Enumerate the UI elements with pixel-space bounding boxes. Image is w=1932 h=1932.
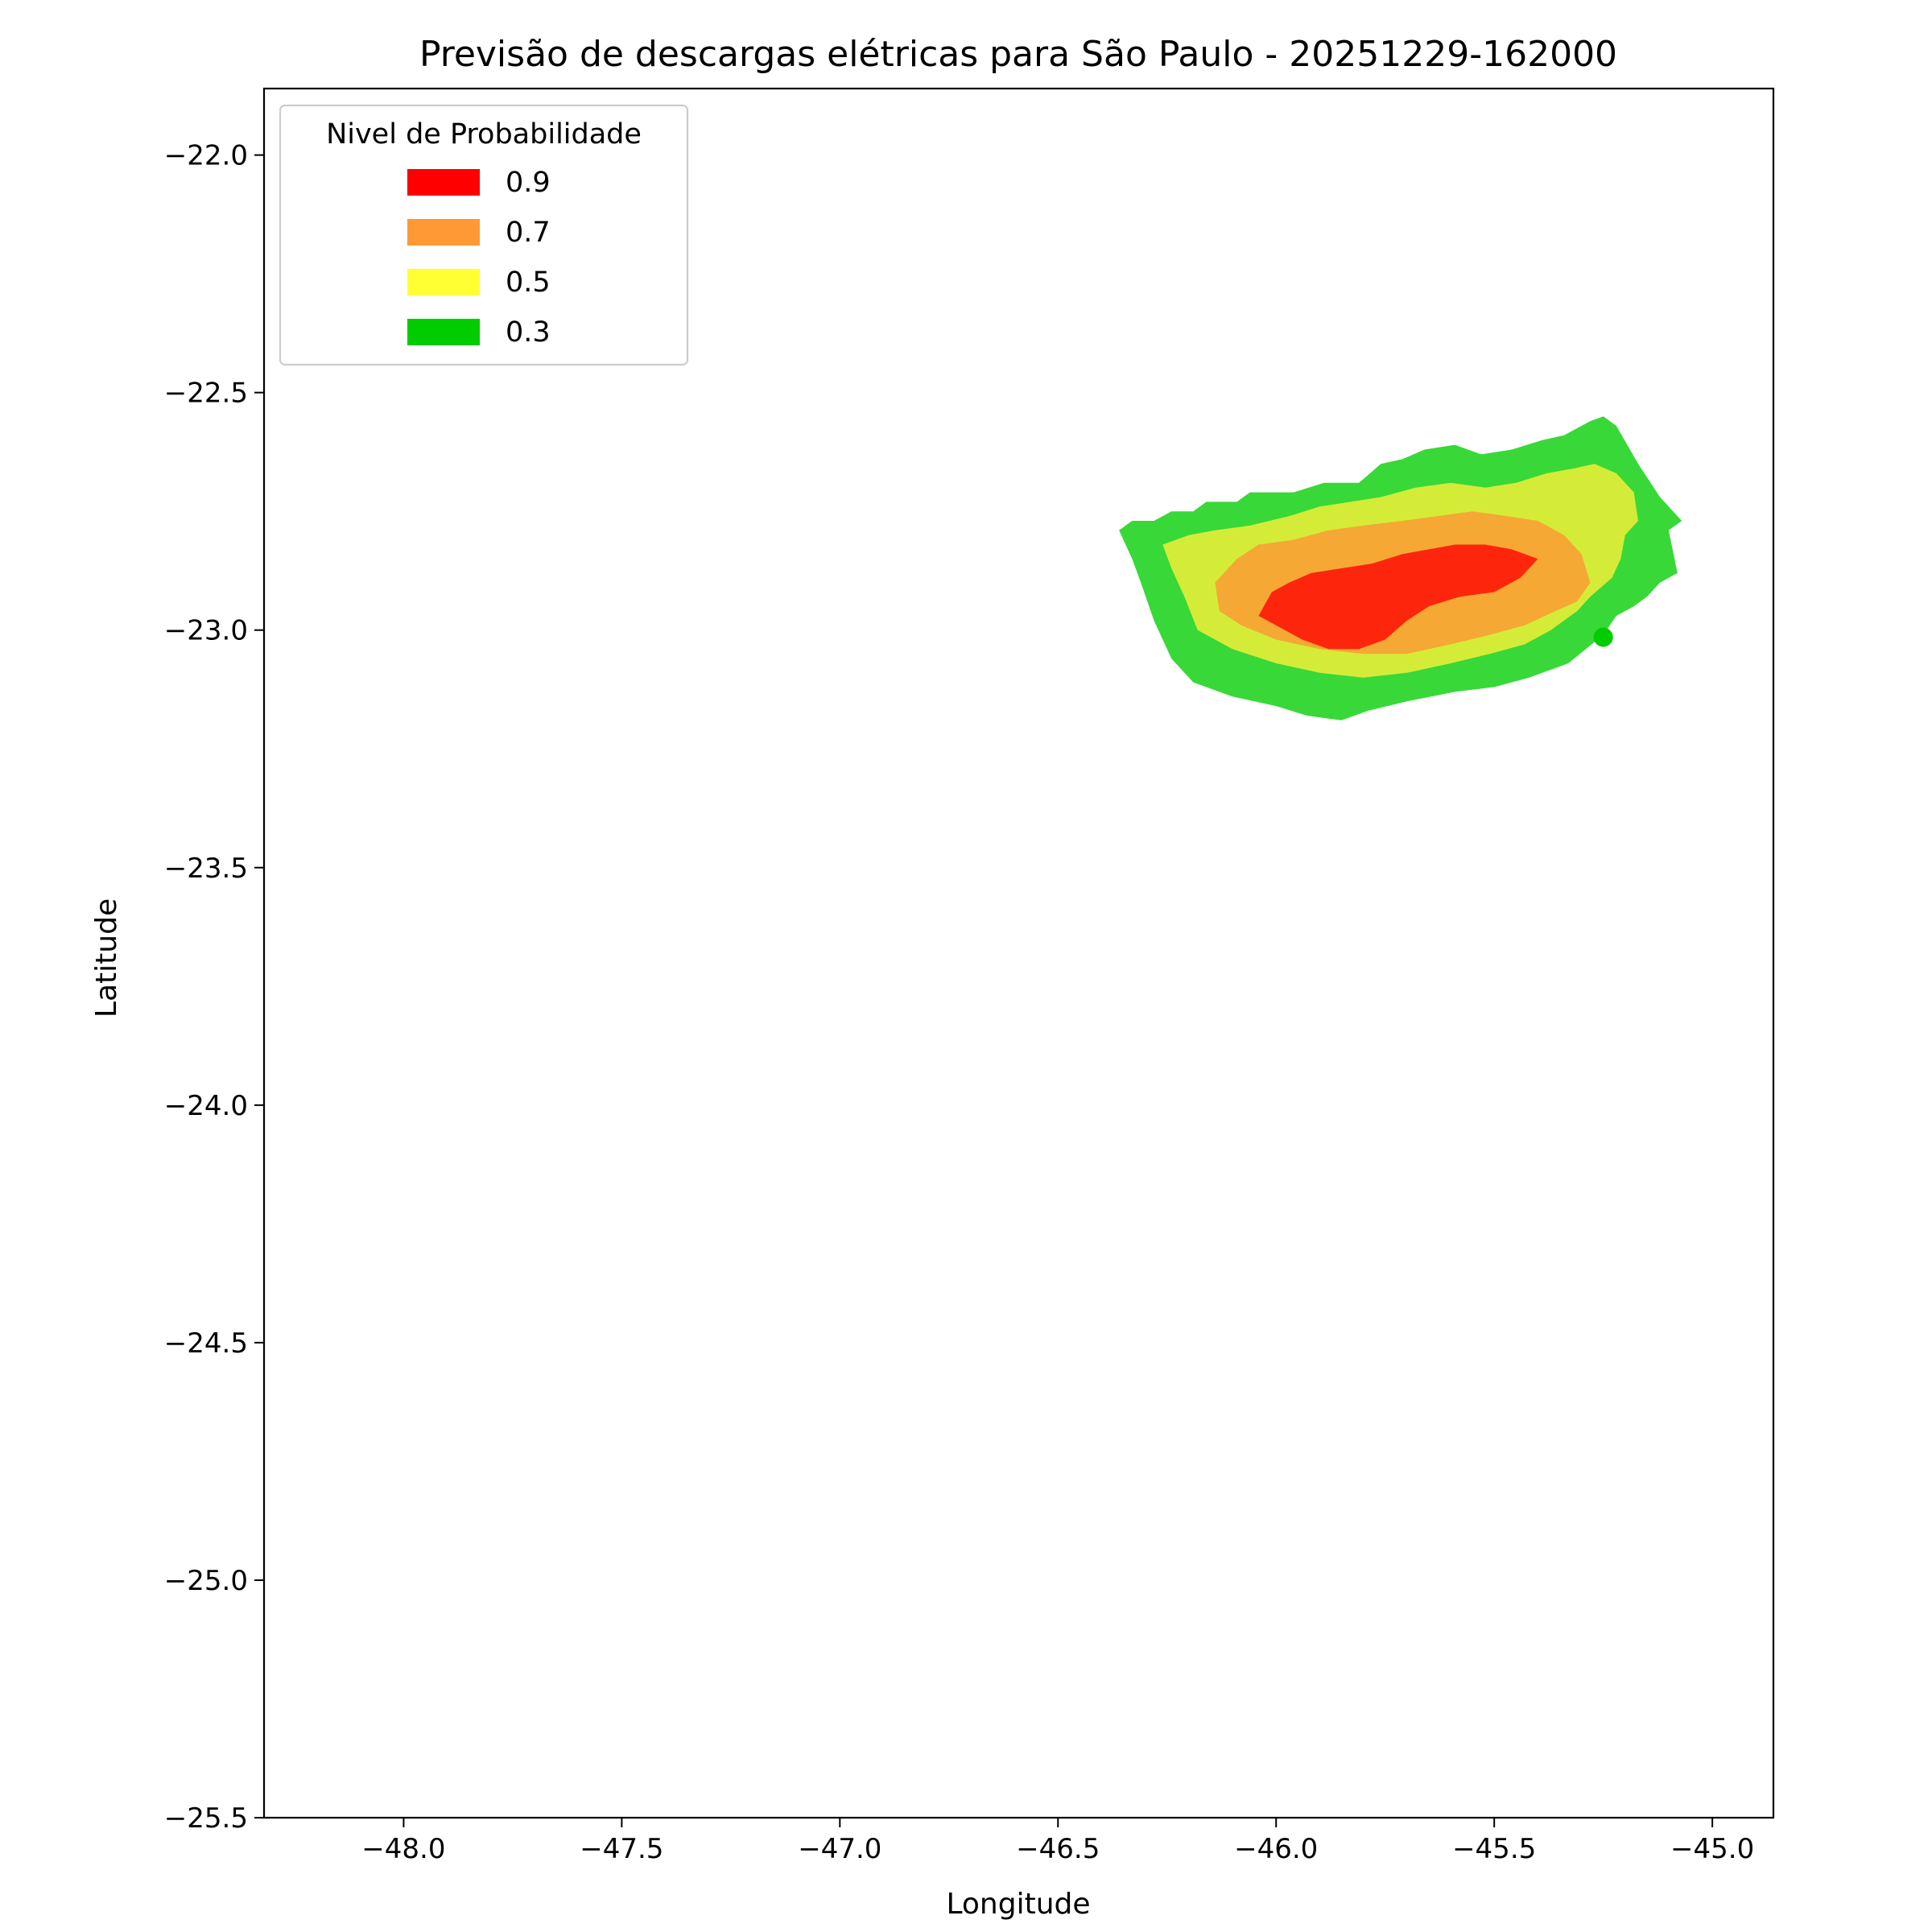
legend-label: 0.7 [506, 217, 551, 249]
x-axis-label: Longitude [946, 1888, 1090, 1921]
legend-swatch [407, 319, 480, 345]
x-tick-label: −46.5 [1016, 1833, 1100, 1865]
x-tick-label: −48.0 [361, 1833, 445, 1865]
y-tick-label: −25.5 [164, 1802, 248, 1835]
y-axis-label: Latitude [90, 898, 123, 1018]
y-tick-label: −23.5 [164, 852, 248, 885]
legend-title: Nivel de Probabilidade [326, 118, 642, 151]
legend-swatch [407, 269, 480, 295]
x-axis-ticks: −48.0 −47.5 −47.0 −46.5 −46.0 −45.5 −45.0 [361, 1818, 1754, 1865]
y-tick-label: −22.0 [164, 140, 248, 172]
plot-area [1119, 416, 1682, 720]
chart-title: Previsão de descargas elétricas para São… [419, 34, 1617, 75]
y-tick-label: −23.0 [164, 615, 248, 647]
x-tick-label: −46.0 [1234, 1833, 1318, 1865]
y-tick-label: −25.0 [164, 1565, 248, 1597]
x-tick-label: −47.0 [798, 1833, 881, 1865]
legend-label: 0.3 [506, 316, 551, 349]
legend-swatch [407, 169, 480, 196]
axes-frame [262, 87, 1775, 1819]
markers [1593, 627, 1613, 647]
contour-regions [1119, 416, 1682, 720]
marker-point [1593, 627, 1613, 647]
y-axis-ticks: −22.0 −22.5 −23.0 −23.5 −24.0 −24.5 −25.0 −25.5 [164, 140, 264, 1835]
legend-swatch [407, 219, 480, 246]
x-tick-label: −47.5 [580, 1833, 663, 1865]
legend-label: 0.9 [506, 167, 551, 199]
x-tick-label: −45.0 [1670, 1833, 1754, 1865]
y-tick-label: −22.5 [164, 378, 248, 410]
y-tick-label: −24.5 [164, 1327, 248, 1360]
legend-label: 0.5 [506, 266, 551, 299]
x-tick-label: −45.5 [1452, 1833, 1536, 1865]
y-tick-label: −24.0 [164, 1090, 248, 1122]
contour-region-0.9 [1258, 544, 1538, 650]
legend-entries: 0.9 0.7 0.5 0.3 [407, 167, 551, 349]
legend-box [279, 104, 689, 366]
legend: Nivel de Probabilidade 0.9 0.7 0.5 0.3 [279, 104, 689, 366]
